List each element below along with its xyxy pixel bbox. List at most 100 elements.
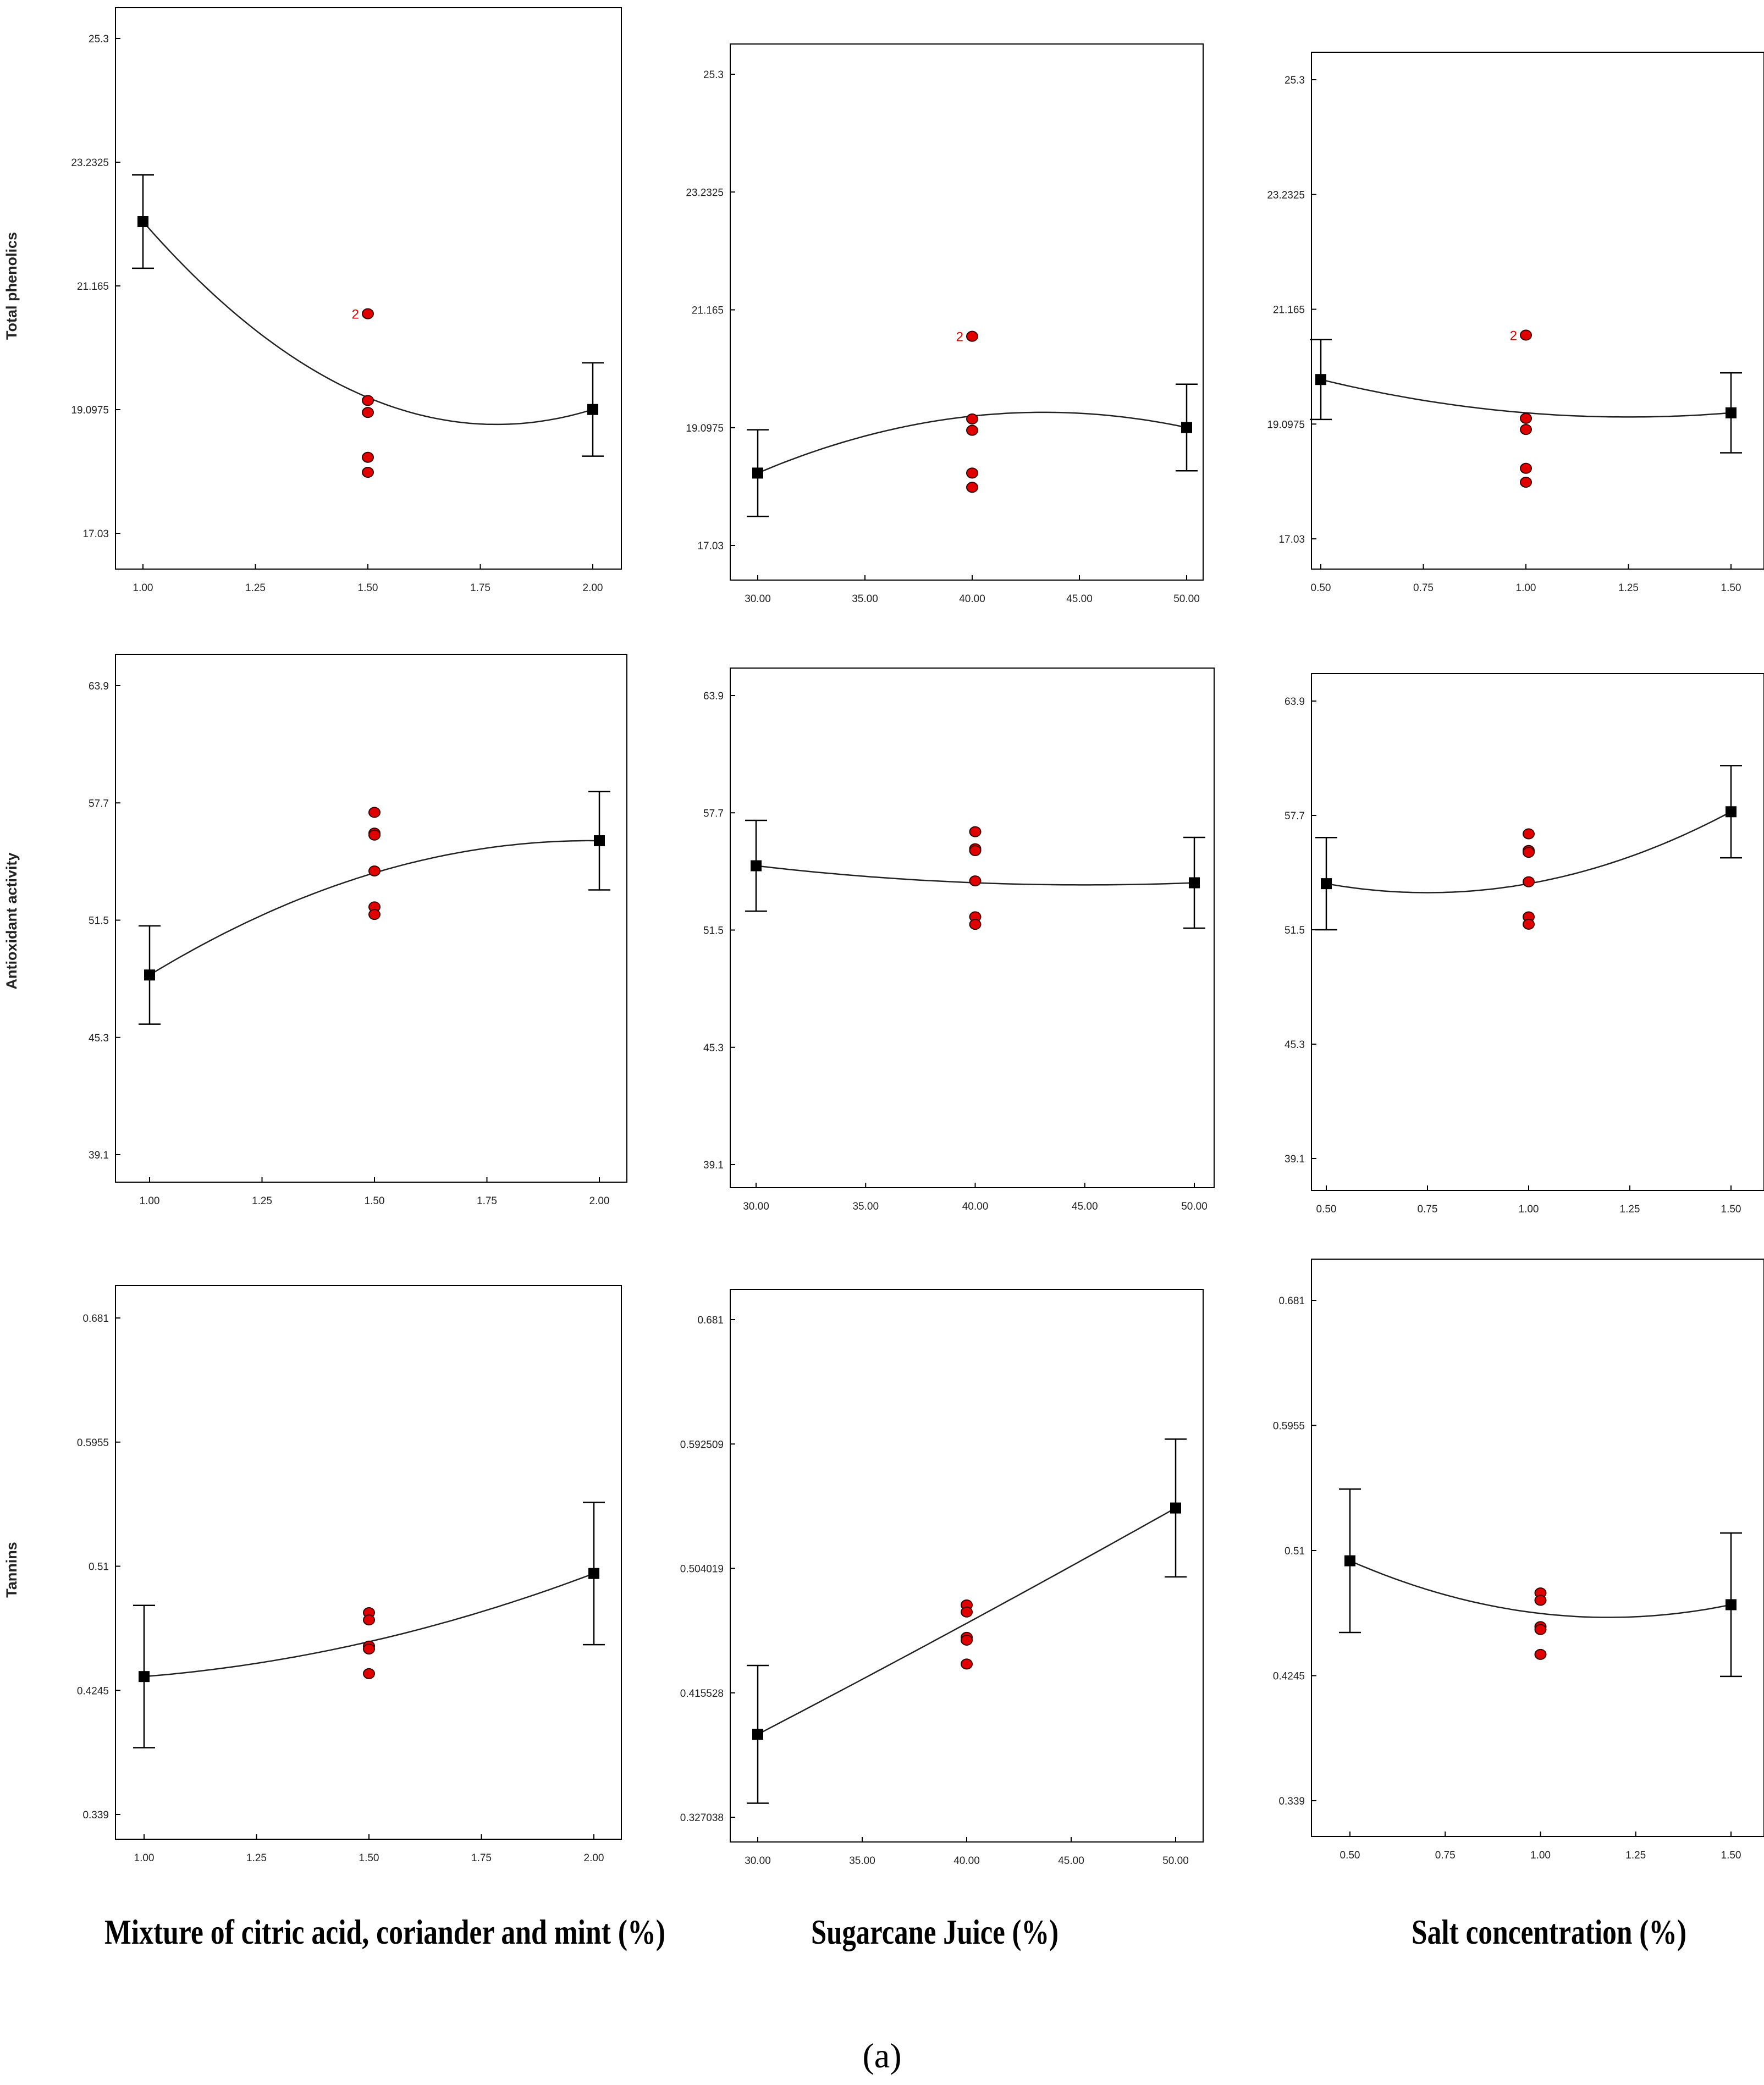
x-tick-label: 1.00: [133, 582, 153, 594]
x-tick-label: 1.00: [1519, 1204, 1539, 1215]
factor-point-square: [144, 969, 155, 981]
y-tick-label: 0.504019: [680, 1564, 724, 1575]
x-tick-label: 1.50: [365, 1195, 385, 1207]
y-tick-label: 19.0975: [1267, 419, 1305, 431]
y-tick-label: 63.9: [1285, 696, 1305, 708]
x-tick-label: 1.25: [245, 582, 266, 594]
y-tick-label: 0.5955: [77, 1437, 109, 1449]
y-tick-label: 0.5955: [1273, 1421, 1305, 1432]
x-tick-label: 1.50: [1721, 1204, 1741, 1215]
x-tick-label: 1.75: [470, 582, 490, 594]
x-tick-label: 30.00: [743, 1201, 769, 1212]
factor-point-square: [137, 216, 148, 228]
factor-point-square: [1726, 407, 1737, 418]
factor-point-square: [1170, 1502, 1181, 1514]
design-point: [362, 395, 374, 406]
model-curve: [1349, 1560, 1732, 1618]
factor-point-square: [1726, 1599, 1737, 1610]
design-point: [1520, 329, 1532, 341]
x-tick-label: 2.00: [583, 582, 603, 594]
x-tick-label: 50.00: [1162, 1855, 1189, 1867]
design-point: [1520, 462, 1532, 474]
design-point-count-label: 2: [352, 307, 359, 322]
x-tick-label: 1.50: [1721, 582, 1741, 594]
design-point: [362, 451, 374, 463]
factor-point-square: [587, 404, 598, 415]
y-tick-label: 0.327038: [680, 1812, 724, 1824]
design-point: [966, 482, 978, 493]
row-ylabel-total-phenolics: Total phenolics: [3, 232, 20, 340]
factor-point-square: [1315, 374, 1326, 385]
y-tick-label: 17.03: [1278, 534, 1305, 545]
x-tick-label: 0.50: [1340, 1850, 1360, 1861]
design-point: [368, 909, 381, 920]
y-tick-label: 63.9: [703, 691, 724, 702]
y-tick-label: 23.2325: [71, 157, 109, 169]
y-tick-label: 51.5: [89, 915, 109, 927]
design-point: [966, 330, 978, 342]
design-point: [1534, 1648, 1547, 1660]
y-tick-label: 0.415528: [680, 1688, 724, 1700]
x-tick-label: 2.00: [589, 1195, 610, 1207]
column-xlabel-salt: Salt concentration (%): [1412, 1912, 1686, 1951]
x-tick-label: 1.50: [358, 582, 378, 594]
y-tick-label: 19.0975: [686, 423, 724, 434]
chart-panel-2: 17.03 19.0975 21.165 23.2325 25.3 30.00 35.00 4…: [686, 43, 1204, 605]
design-point: [1523, 847, 1535, 858]
plot-frame: [730, 43, 1204, 581]
design-point: [1523, 876, 1535, 887]
factor-point-square: [752, 467, 763, 479]
model-curve: [757, 1507, 1176, 1735]
design-point-count-label: 2: [1510, 328, 1517, 343]
design-point: [368, 807, 381, 818]
x-tick-label: 1.25: [252, 1195, 272, 1207]
design-point: [969, 845, 982, 857]
chart-panel-3: 17.03 19.0975 21.165 23.2325 25.3 0.50 0.75 1.0…: [1267, 52, 1764, 594]
plot-frame: [1311, 52, 1764, 570]
design-point: [363, 1614, 375, 1626]
y-tick-label: 25.3: [89, 34, 109, 45]
x-tick-label: 1.25: [1618, 582, 1639, 594]
design-point: [969, 875, 982, 887]
factor-point-square: [1181, 422, 1192, 433]
design-point: [966, 467, 978, 479]
factor-point-square: [1189, 877, 1200, 889]
plot-frame: [115, 1285, 622, 1840]
design-point: [362, 308, 374, 319]
plot-frame: [115, 654, 627, 1183]
x-tick-label: 45.00: [1066, 593, 1093, 605]
chart-panel-1: 17.03 19.0975 21.165 23.2325 25.3 1.00 1.25 1.5…: [71, 7, 622, 594]
x-tick-label: 2.00: [584, 1852, 604, 1864]
design-point-count-label: 2: [956, 330, 963, 345]
y-tick-label: 0.51: [1285, 1546, 1305, 1557]
x-tick-label: 1.00: [140, 1195, 160, 1207]
x-tick-label: 35.00: [849, 1855, 875, 1867]
y-tick-label: 57.7: [1285, 810, 1305, 822]
design-point: [1520, 412, 1532, 424]
factor-point-square: [139, 1671, 150, 1683]
plot-frame: [1311, 1259, 1764, 1837]
y-tick-label: 39.1: [1285, 1154, 1305, 1165]
y-tick-label: 63.9: [89, 681, 109, 692]
y-tick-label: 51.5: [1285, 925, 1305, 936]
x-tick-label: 35.00: [852, 1201, 879, 1212]
chart-panel-6: 39.1 45.3 51.5 57.7 63.9 0.50 0.75 1.00 1.25 1.50: [1285, 673, 1764, 1215]
x-tick-label: 30.00: [745, 1855, 771, 1867]
y-tick-label: 25.3: [1285, 75, 1305, 86]
y-tick-label: 0.51: [89, 1562, 109, 1573]
x-tick-label: 0.75: [1413, 582, 1434, 594]
design-point: [969, 826, 982, 837]
y-tick-label: 21.165: [77, 281, 109, 293]
y-tick-label: 21.165: [692, 305, 724, 317]
x-tick-label: 1.25: [1625, 1850, 1646, 1861]
design-point: [1523, 828, 1535, 840]
y-tick-label: 45.3: [89, 1033, 109, 1044]
x-tick-label: 0.50: [1311, 582, 1331, 594]
y-tick-label: 17.03: [697, 540, 724, 552]
row-ylabel-antioxidant-activity: Antioxidant activity: [3, 852, 20, 989]
y-tick-label: 0.4245: [77, 1685, 109, 1697]
x-tick-label: 1.50: [359, 1852, 379, 1864]
y-tick-label: 45.3: [703, 1042, 724, 1054]
chart-panel-5: 39.1 45.3 51.5 57.7 63.9 30.00 35.00 40.00 45.00…: [703, 668, 1215, 1212]
